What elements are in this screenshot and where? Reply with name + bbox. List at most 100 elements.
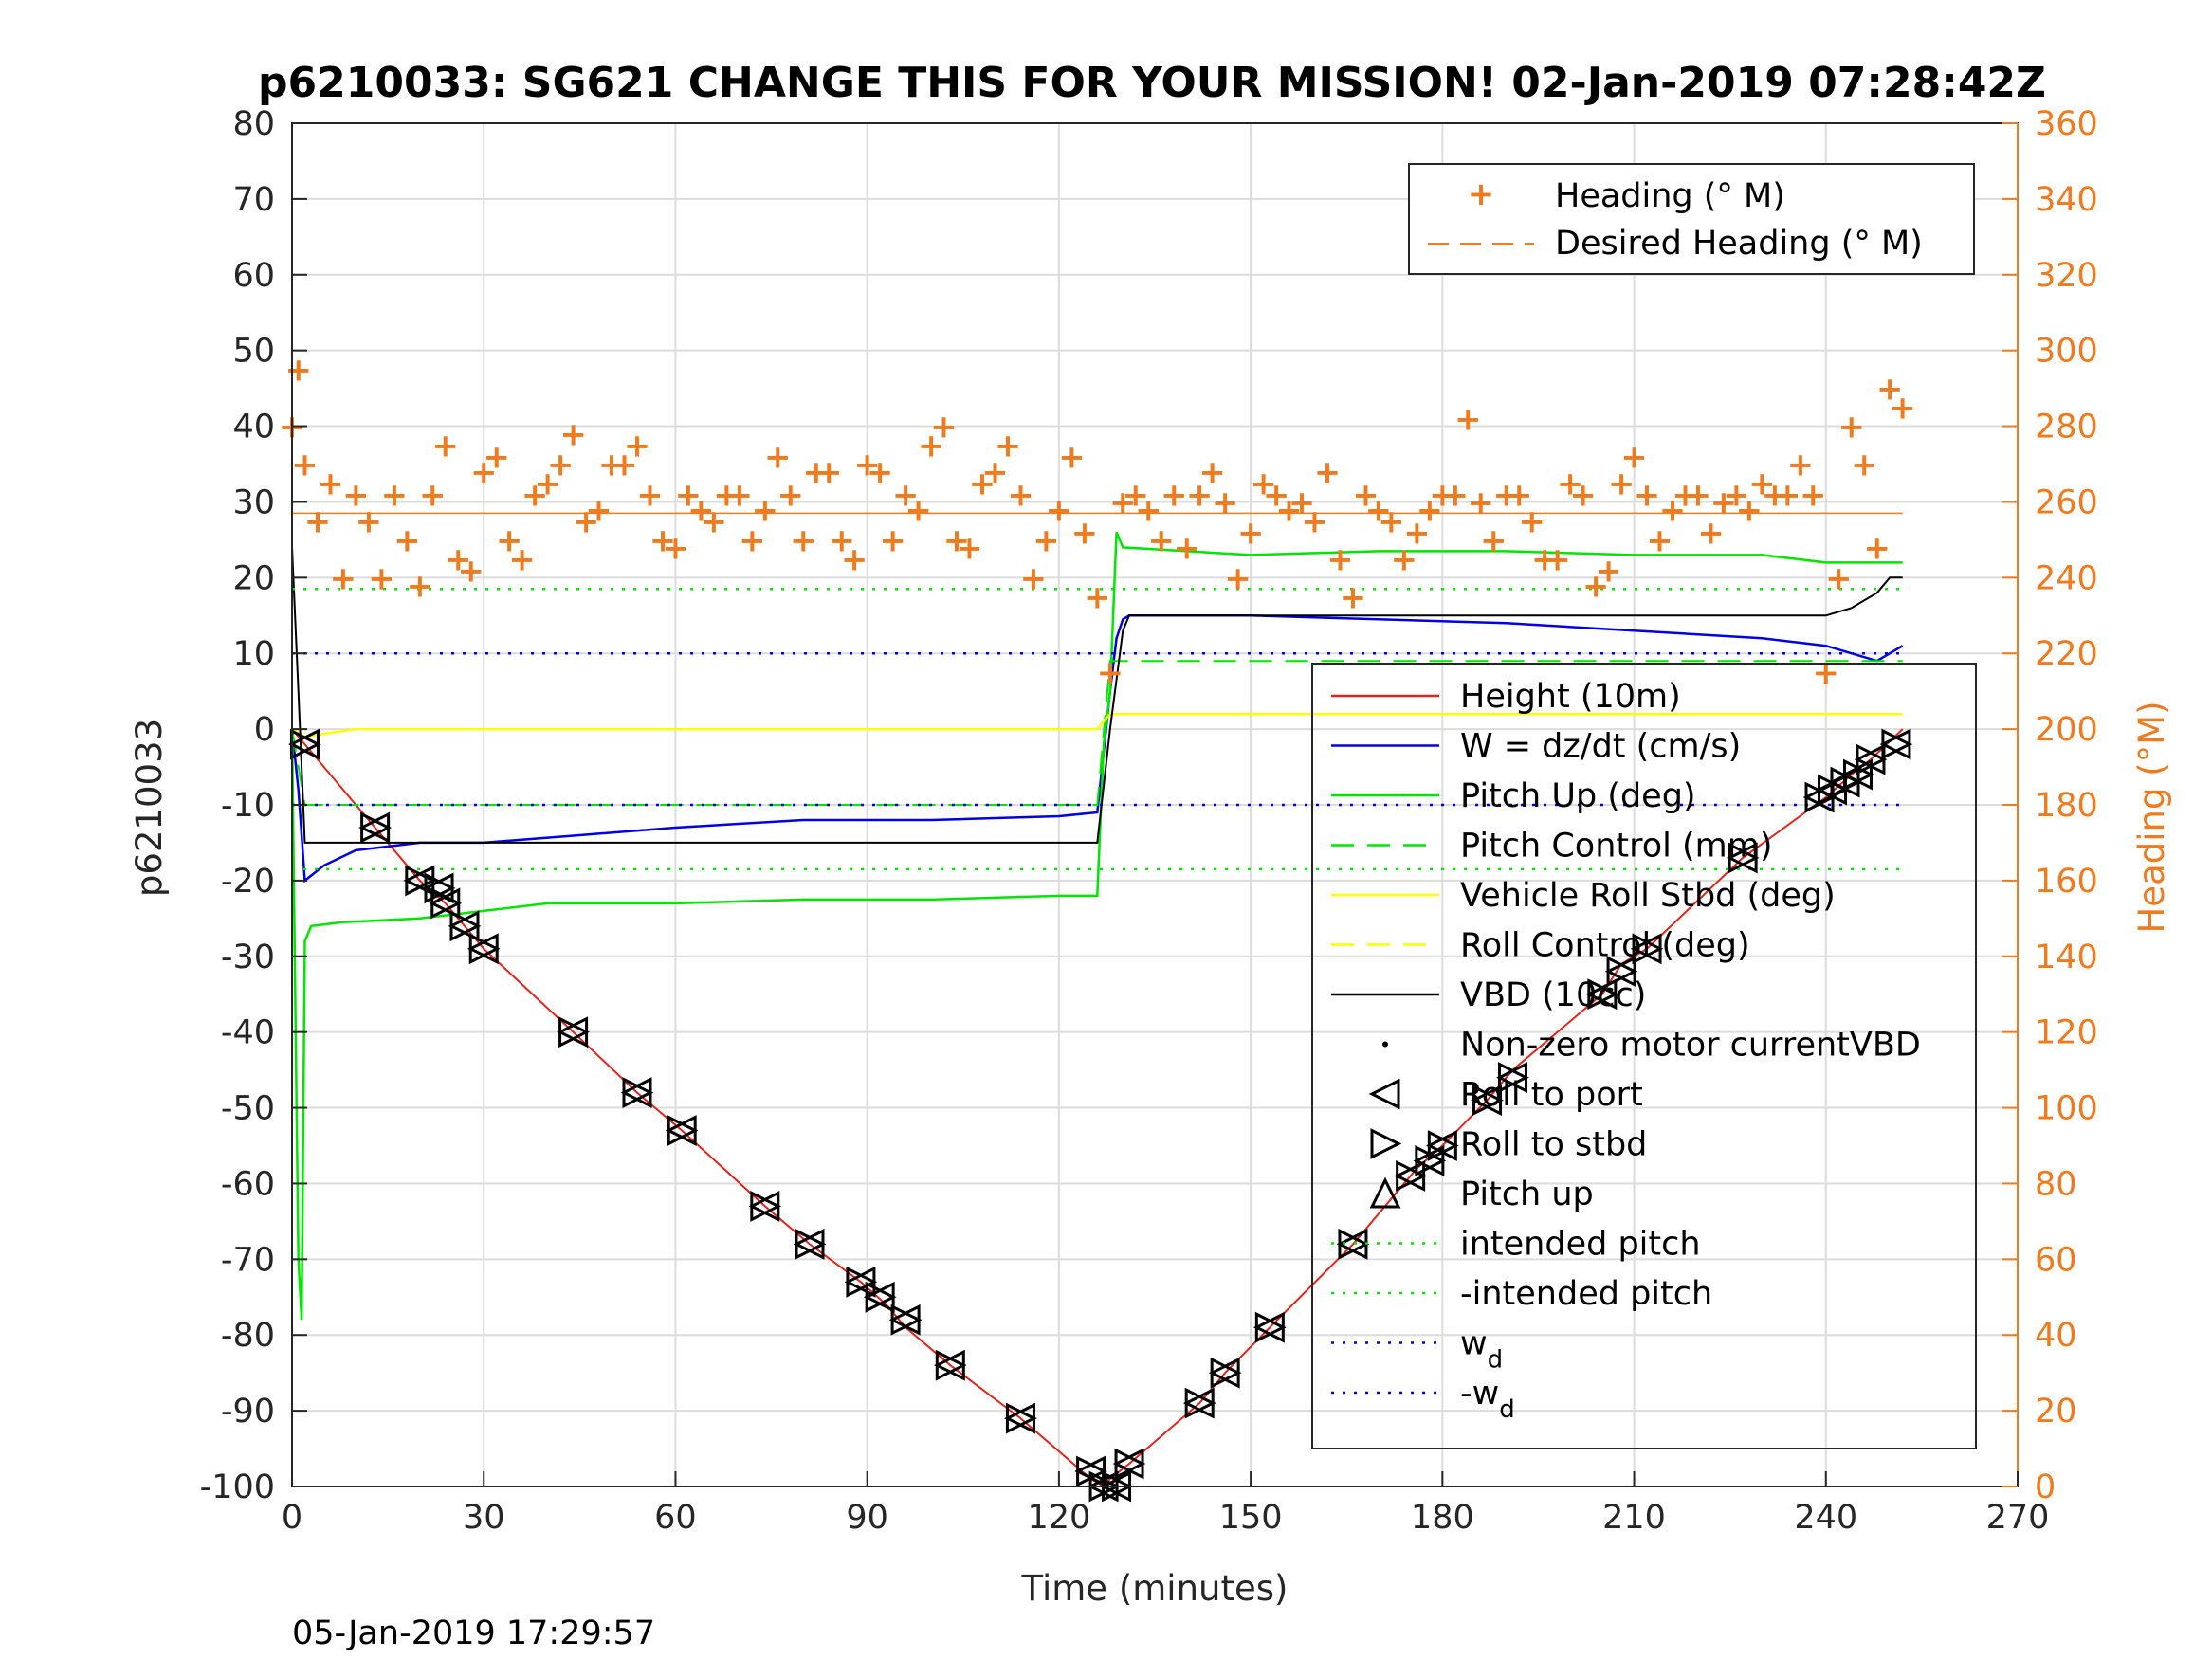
legend-main: Height (10m) W = dz/dt (cm/s) Pitch Up (de… (1311, 663, 1977, 1449)
heading-point: + (1531, 540, 1559, 578)
heading-point: + (1646, 521, 1673, 559)
roll-to-stbd-marker (1472, 1085, 1504, 1116)
chart-title: p6210033: SG621 CHANGE THIS FOR YOUR MIS… (258, 59, 2046, 107)
roll-to-stbd-marker (1728, 842, 1760, 874)
heading-point: + (445, 540, 472, 578)
y-tick-label: 50 (232, 333, 275, 371)
roll-to-stbd-marker (1427, 1130, 1459, 1161)
x-tick-label: 270 (1986, 1499, 2050, 1537)
x-axis-label: Time (minutes) (1021, 1568, 1289, 1609)
heading-point: + (1710, 483, 1738, 521)
legend-entry-2-label: Pitch Up (deg) (1460, 777, 1696, 815)
heading-point: + (1084, 578, 1111, 616)
roll-to-stbd-marker (1881, 728, 1913, 760)
heading-point: + (1672, 476, 1699, 514)
heading-point: + (1723, 476, 1750, 514)
heading-point: + (1557, 465, 1584, 502)
y2-tick-label: 20 (2035, 1393, 2077, 1431)
legend-entry-10-marker (1369, 1176, 1401, 1209)
heading-point: + (905, 491, 932, 529)
y-tick-label: 10 (232, 635, 275, 673)
roll-to-stbd-marker (667, 1115, 699, 1146)
heading-point: + (624, 428, 651, 465)
legend-entry-0-label: Height (10m) (1460, 678, 1681, 716)
heading-point: + (1071, 514, 1099, 552)
heading-point: + (1442, 476, 1470, 514)
series-pitch-up-deg (290, 531, 1903, 1321)
heading-point: + (969, 465, 996, 502)
heading-point: + (930, 409, 958, 447)
roll-to-stbd-marker (449, 910, 482, 942)
heading-point: + (508, 540, 536, 578)
y2-tick-label: 0 (2035, 1468, 2056, 1506)
heading-point: + (802, 453, 830, 491)
heading-point: + (342, 476, 370, 514)
roll-to-stbd-marker (468, 933, 501, 965)
heading-point: + (1314, 453, 1342, 491)
heading-point: + (1198, 453, 1226, 491)
heading-point: + (1020, 559, 1048, 597)
heading-point: + (1186, 476, 1214, 514)
heading-point: + (1326, 540, 1354, 578)
roll-to-stbd-marker (865, 1281, 897, 1313)
y2-tick-label: 100 (2035, 1090, 2098, 1128)
heading-point: + (291, 447, 319, 484)
data-series: ++++++++++++++++++++++++++++++++++++++++… (279, 352, 1916, 1488)
heading-point: + (304, 502, 332, 540)
x-tick-label: 30 (463, 1499, 505, 1537)
heading-point: + (496, 521, 523, 559)
y-tick-label: -90 (221, 1393, 275, 1431)
heading-point: + (1378, 502, 1405, 540)
x-tick-label: 90 (846, 1499, 888, 1537)
heading-point: + (1813, 654, 1840, 692)
y2-axis-ticks: 3603403203002802602402202001801601401201… (2002, 105, 2098, 1506)
y2-tick-label: 300 (2035, 333, 2098, 371)
heading-point: + (1774, 476, 1801, 514)
legend-entry-5-label: Roll Control (deg) (1460, 927, 1750, 965)
heading-point: + (317, 465, 344, 502)
y2-tick-label: 120 (2035, 1014, 2098, 1052)
roll-to-stbd-marker (1632, 933, 1664, 965)
heading-point: + (1544, 540, 1571, 578)
x-tick-label: 120 (1027, 1499, 1090, 1537)
heading-point: + (701, 502, 728, 540)
x-tick-label: 180 (1411, 1499, 1474, 1537)
roll-to-stbd-marker (795, 1228, 827, 1260)
heading-point: + (1837, 409, 1865, 447)
heading-point: + (1518, 502, 1545, 540)
heading-point: + (918, 428, 945, 465)
heading-point: + (1748, 465, 1776, 502)
heading-point: + (1275, 491, 1303, 529)
legend-entry-3-label: Pitch Control (mm) (1460, 828, 1772, 866)
data-markers (288, 728, 1913, 1503)
heading-point: + (1058, 439, 1086, 477)
y2-tick-label: 140 (2035, 939, 2098, 976)
heading-point: + (1468, 483, 1495, 521)
legend-label-heading: Heading (° M) (1555, 177, 1785, 215)
heading-point: + (1697, 514, 1725, 552)
heading-point: + (559, 416, 587, 454)
series-heading-m: ++++++++++++++++++++++++++++++++++++++++… (279, 352, 1916, 693)
heading-point: + (777, 476, 805, 514)
heading-point: + (330, 559, 357, 597)
heading-point: + (1417, 491, 1444, 529)
heading-point: + (943, 521, 971, 559)
legend-marker-heading: + (1468, 175, 1495, 213)
heading-point: + (1876, 371, 1904, 409)
heading-point: + (598, 447, 626, 484)
heading-point: + (1608, 465, 1636, 502)
roll-to-stbd-marker (1497, 1062, 1529, 1094)
y-tick-label: -20 (221, 863, 275, 901)
heading-point: + (1135, 491, 1162, 529)
roll-to-stbd-marker (1396, 1160, 1427, 1192)
heading-point: + (1340, 578, 1367, 616)
heading-point: + (1301, 502, 1328, 540)
heading-point: + (1492, 476, 1520, 514)
roll-to-stbd-marker (1184, 1387, 1216, 1419)
heading-point: + (1289, 483, 1316, 521)
y2-tick-label: 180 (2035, 787, 2098, 825)
heading-point: + (1147, 521, 1175, 559)
heading-point: + (284, 352, 312, 390)
series-pitch-control-mm (291, 660, 1903, 806)
heading-point: + (534, 465, 561, 502)
